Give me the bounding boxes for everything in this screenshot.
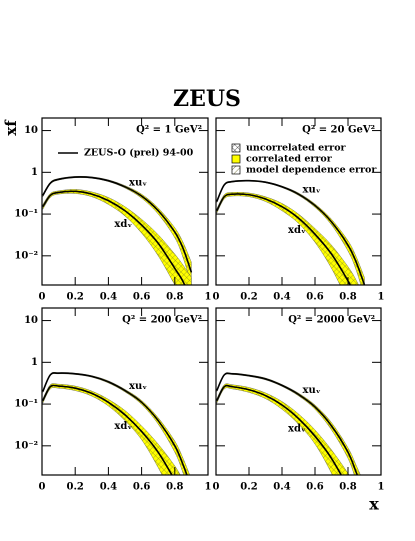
x-tick-label: 0 [213, 292, 220, 303]
y-tick-label: 10⁻¹ [14, 399, 38, 410]
x-tick-label: 0.2 [240, 292, 257, 303]
figure-title: ZEUS [173, 86, 241, 112]
curve-label: xuᵥ [303, 385, 321, 396]
panel-frame [215, 307, 382, 476]
y-tick-label: 1 [31, 357, 38, 368]
y-tick-label: 10⁻² [14, 250, 38, 261]
x-tick-label: 0.6 [306, 292, 323, 303]
panel-title: Q² = 20 GeV² [302, 125, 375, 136]
curve-label: xuᵥ [303, 185, 321, 196]
panel-title: Q² = 1 GeV² [136, 125, 202, 136]
x-axis-label: x [369, 495, 379, 514]
curve-label: xuᵥ [129, 381, 147, 392]
legend-label: ZEUS-O (prel) 94-00 [84, 148, 194, 159]
y-tick-label: 1 [31, 167, 38, 178]
x-tick-label: 1 [205, 482, 212, 493]
y-tick-label: 10⁻¹ [14, 209, 38, 220]
plot-area [216, 372, 361, 475]
x-tick-label: 0.2 [66, 482, 83, 493]
x-tick-label: 0.4 [273, 292, 290, 303]
plot-area [42, 176, 193, 285]
y-axis-label: xf [2, 119, 20, 136]
x-tick-label: 0.4 [100, 482, 117, 493]
x-tick-label: 0.6 [133, 482, 150, 493]
curve [216, 179, 366, 285]
curve [42, 372, 188, 475]
curve [42, 190, 186, 285]
curve [216, 384, 343, 475]
error-band-hatch [42, 189, 192, 285]
legend-swatch [231, 154, 241, 164]
plot-area [42, 372, 191, 475]
x-tick-label: 0.8 [339, 482, 356, 493]
x-tick-label: 0.8 [339, 292, 356, 303]
curve-label: xdᵥ [288, 423, 306, 434]
x-tick-label: 1 [378, 292, 385, 303]
curve [216, 372, 359, 475]
curve [42, 176, 193, 273]
x-tick-label: 1 [378, 482, 385, 493]
x-tick-label: 0 [39, 292, 46, 303]
x-tick-label: 0.8 [166, 292, 183, 303]
panel-frame [41, 307, 209, 476]
x-tick-label: 0.8 [166, 482, 183, 493]
curve-label: xdᵥ [288, 225, 306, 236]
y-tick-label: 10 [24, 125, 38, 136]
error-band-hatch [42, 383, 181, 475]
curve-label: xdᵥ [114, 219, 132, 230]
panel-frame [41, 117, 209, 286]
curve-label: xdᵥ [114, 421, 132, 432]
x-tick-label: 0 [39, 482, 46, 493]
x-tick-label: 0.4 [273, 482, 290, 493]
x-tick-label: 0.2 [240, 482, 257, 493]
panel-frame [215, 117, 382, 286]
x-tick-label: 0.2 [66, 292, 83, 303]
panel-title: Q² = 200 GeV² [122, 315, 202, 326]
y-tick-label: 10⁻² [14, 440, 38, 451]
x-tick-label: 0 [213, 482, 220, 493]
panel-title: Q² = 2000 GeV² [288, 315, 375, 326]
legend-swatch [231, 165, 241, 175]
legend-label: correlated error [246, 154, 333, 165]
plot-area [216, 179, 366, 285]
x-tick-label: 0.6 [306, 482, 323, 493]
x-tick-label: 1 [205, 292, 212, 303]
curve [216, 193, 352, 285]
error-band-hatch [216, 383, 350, 475]
curve-label: xuᵥ [129, 177, 147, 188]
curve [42, 384, 173, 475]
error-band-hatch [216, 372, 361, 475]
error-band [216, 383, 350, 475]
legend-label: uncorrelated error [246, 143, 347, 154]
legend-swatch [231, 143, 241, 153]
legend-label: model dependence error [246, 165, 377, 176]
x-tick-label: 0.6 [133, 292, 150, 303]
y-tick-label: 10 [24, 315, 38, 326]
x-tick-label: 0.4 [100, 292, 117, 303]
